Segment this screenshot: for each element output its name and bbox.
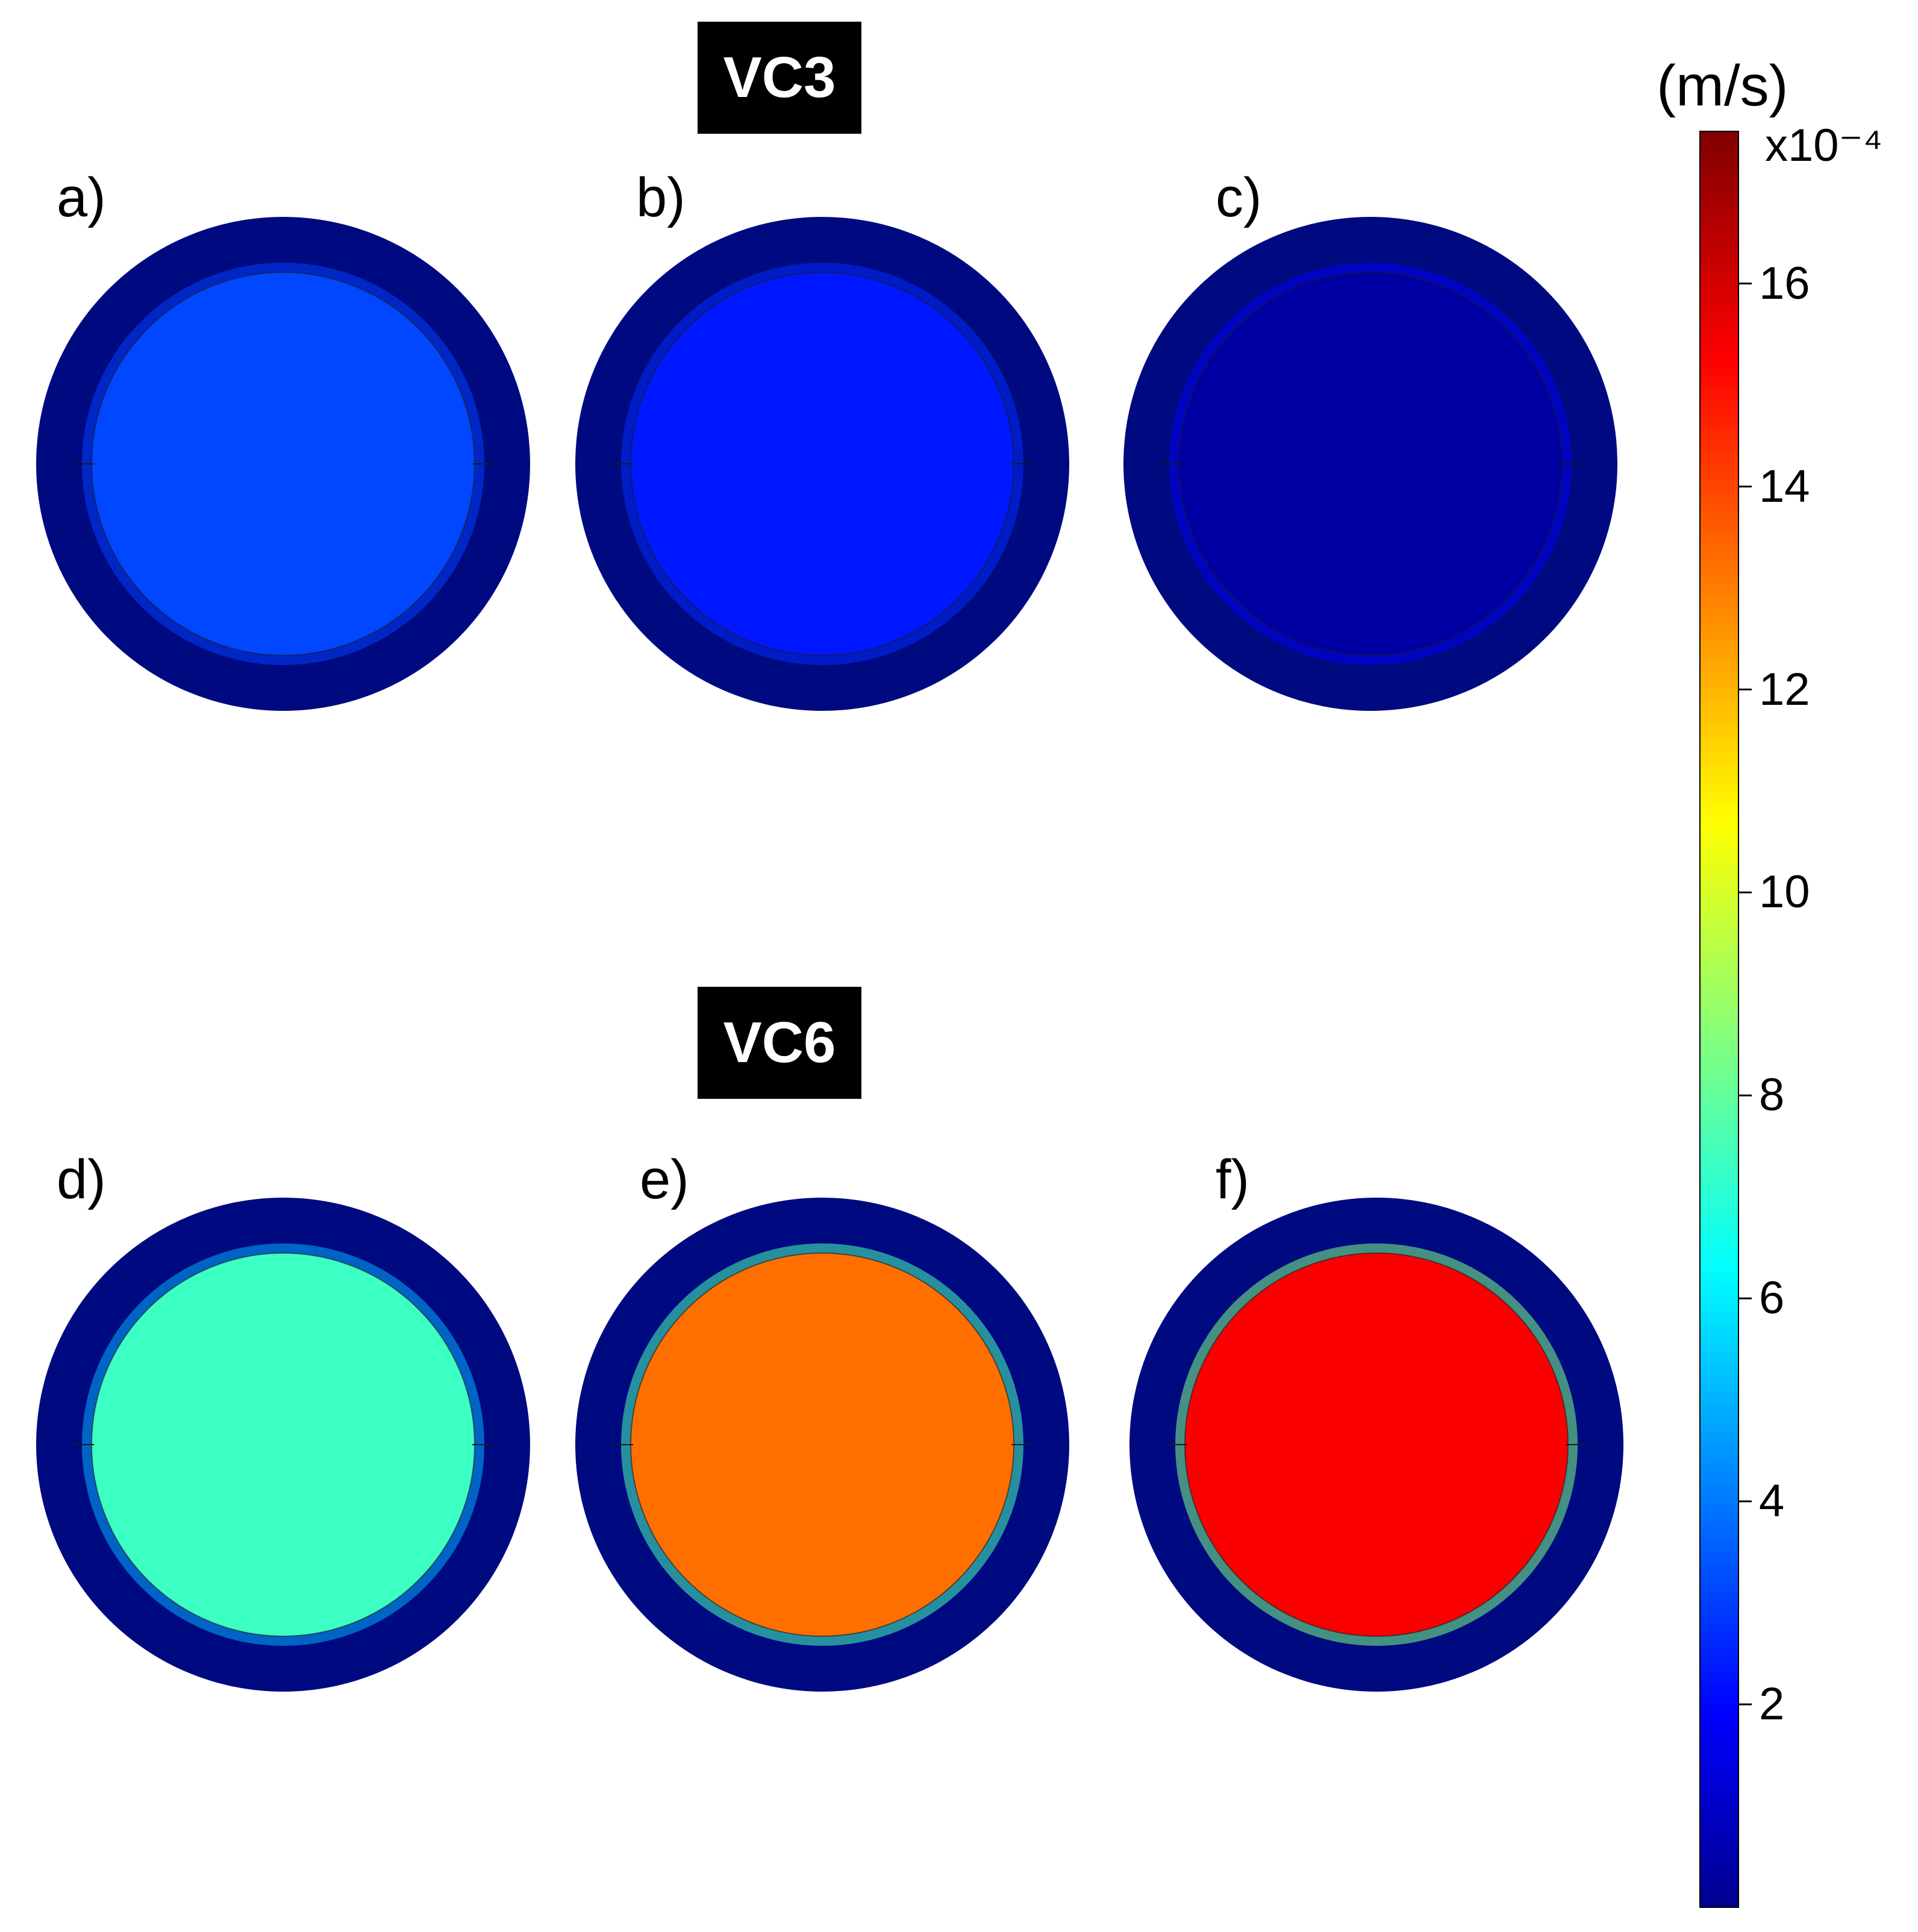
colorbar-tick-label: 4 <box>1759 1475 1785 1527</box>
colorbar <box>1699 131 1739 1908</box>
panel-label-f: f) <box>1216 1149 1250 1210</box>
panel-label-b: b) <box>636 167 686 228</box>
panel-label-d: d) <box>57 1149 106 1210</box>
disc-b <box>575 217 1069 711</box>
disc-c <box>1123 217 1617 711</box>
group-label-vc3: VC3 <box>698 22 861 134</box>
disc-core <box>1184 1252 1569 1637</box>
panel-label-e: e) <box>640 1149 689 1210</box>
disc-core <box>91 272 475 656</box>
colorbar-unit-label: (m/s) <box>1657 54 1788 118</box>
group-label-vc6: VC6 <box>698 987 861 1099</box>
colorbar-tick-label: 16 <box>1759 257 1810 309</box>
colorbar-tick-label: 10 <box>1759 866 1810 918</box>
disc-core <box>1178 272 1563 656</box>
disc-e <box>575 1198 1069 1692</box>
panel-label-c: c) <box>1216 167 1262 228</box>
colorbar-tick-label: 2 <box>1759 1678 1785 1730</box>
disc-a <box>36 217 530 711</box>
disc-core <box>630 272 1014 656</box>
colorbar-tick-label: 12 <box>1759 663 1810 715</box>
disc-d <box>36 1198 530 1692</box>
disc-core <box>91 1252 475 1637</box>
panel-label-a: a) <box>57 167 106 228</box>
colorbar-tick-label: 14 <box>1759 460 1810 512</box>
disc-f <box>1129 1198 1623 1692</box>
colorbar-exponent-label: x10⁻⁴ <box>1765 120 1883 171</box>
colorbar-tick-label: 8 <box>1759 1069 1785 1121</box>
colorbar-tick-label: 6 <box>1759 1272 1785 1324</box>
disc-core <box>630 1252 1014 1637</box>
